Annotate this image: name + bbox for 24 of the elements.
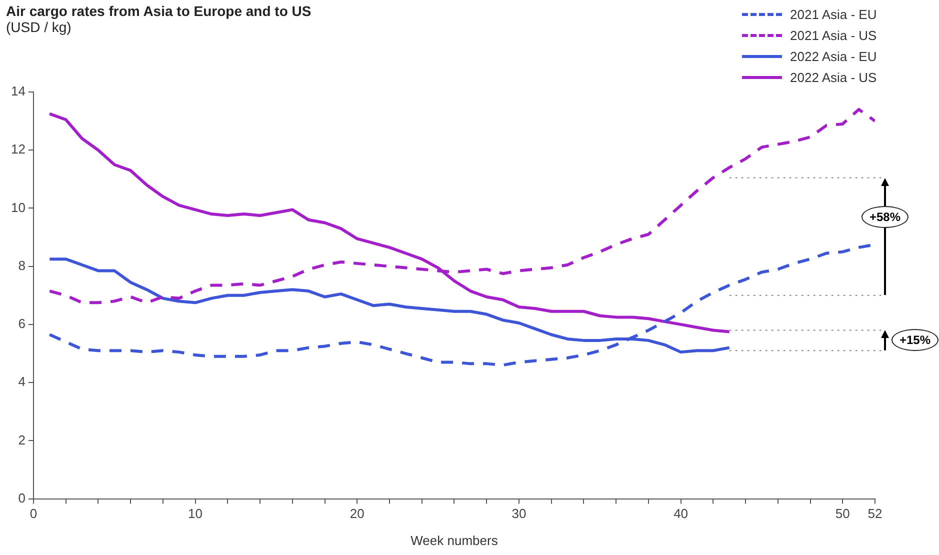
annotation: +58% [861,206,909,228]
chart-subtitle: (USD / kg) [6,19,72,35]
x-tick-label: 0 [30,506,38,522]
x-tick-label: 50 [835,506,850,522]
x-tick-label: 40 [674,506,688,522]
y-tick-label: 12 [10,142,26,157]
chart-title: Air cargo rates from Asia to Europe and to US [6,3,312,19]
y-tick-label: 4 [18,374,26,390]
y-tick-label: 8 [18,258,26,273]
x-axis-title: Week numbers [410,532,498,548]
y-tick-label: 10 [10,200,26,215]
text: +15% [891,329,939,352]
legend-label: 2021 Asia - US [790,28,877,43]
y-tick-label: 6 [18,316,26,332]
x-tick-label: 20 [350,506,364,522]
legend-label: 2021 Asia - EU [790,7,877,22]
y-tick-label: 0 [18,490,26,506]
y-tick-label: 2 [18,432,26,448]
x-tick-label: 30 [512,506,526,522]
legend-label: 2022 Asia - US [790,70,877,85]
y-tick-label: 14 [10,84,26,99]
x-tick-label: 10 [188,506,203,522]
legend-label: 2022 Asia - EU [790,49,877,64]
x-tick-label: 52 [868,506,882,522]
